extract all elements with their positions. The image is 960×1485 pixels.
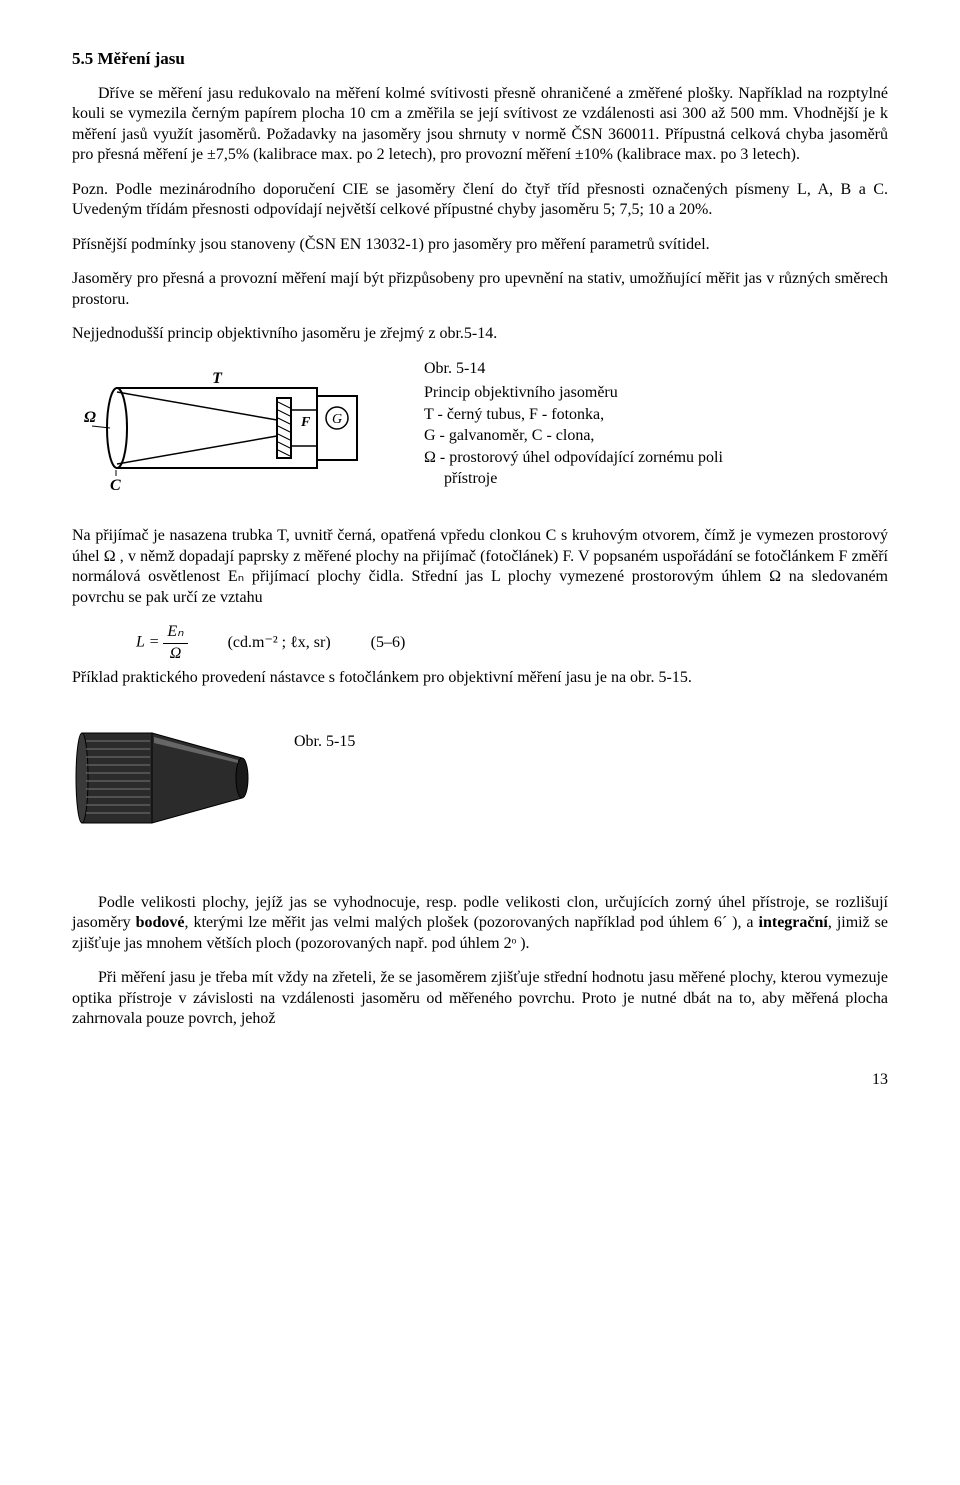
paragraph: Přísnější podmínky jsou stanoveny (ČSN E… <box>72 235 888 255</box>
section-heading: 5.5 Měření jasu <box>72 48 888 70</box>
figure-5-14-diagram: G T F Ω C <box>72 358 392 508</box>
figure-5-15-image <box>72 703 262 853</box>
paragraph: Podle velikosti plochy, jejíž jas se vyh… <box>72 893 888 954</box>
figure-5-15-row: Obr. 5-15 <box>72 703 888 853</box>
paragraph: Dříve se měření jasu redukovalo na měřen… <box>72 84 888 166</box>
caption-line: T - černý tubus, F - fotonka, <box>424 404 888 426</box>
eq-number: (5–6) <box>371 633 406 653</box>
label-t: T <box>212 370 223 387</box>
caption-line: přístroje <box>424 468 888 490</box>
paragraph: Nejjednodušší princip objektivního jasom… <box>72 324 888 344</box>
equation-5-6: L = Eₙ Ω (cd.m⁻² ; ℓx, sr) (5–6) <box>136 622 888 664</box>
paragraph: Na přijímač je nasazena trubka T, uvnitř… <box>72 526 888 608</box>
label-c: C <box>110 477 121 494</box>
eq-denominator: Ω <box>163 644 187 664</box>
page-number: 13 <box>72 1070 888 1090</box>
label-omega: Ω <box>84 409 96 426</box>
caption-line: Princip objektivního jasoměru <box>424 382 888 404</box>
caption-line: G - galvanoměr, C - clona, <box>424 425 888 447</box>
paragraph: Jasoměry pro přesná a provozní měření ma… <box>72 269 888 310</box>
eq-lhs: L = <box>136 634 159 651</box>
paragraph: Příklad praktického provedení nástavce s… <box>72 668 888 688</box>
label-f: F <box>300 415 311 430</box>
figure-5-15-caption: Obr. 5-15 <box>294 703 888 753</box>
eq-fraction: Eₙ Ω <box>163 622 187 664</box>
figure-5-14-caption: Obr. 5-14 Princip objektivního jasoměru … <box>424 358 888 490</box>
figure-5-14-row: G T F Ω C Obr. 5-14 Princip objektivního… <box>72 358 888 508</box>
paragraph: Při měření jasu je třeba mít vždy na zře… <box>72 968 888 1029</box>
equation-body: L = Eₙ Ω <box>136 622 188 664</box>
eq-numerator: Eₙ <box>163 622 187 643</box>
label-g: G <box>332 412 342 427</box>
figure-label: Obr. 5-15 <box>294 731 888 753</box>
paragraph: Pozn. Podle mezinárodního doporučení CIE… <box>72 180 888 221</box>
figure-label: Obr. 5-14 <box>424 358 888 380</box>
eq-units: (cd.m⁻² ; ℓx, sr) <box>228 633 331 653</box>
caption-line: Ω - prostorový úhel odpovídající zornému… <box>424 447 888 469</box>
